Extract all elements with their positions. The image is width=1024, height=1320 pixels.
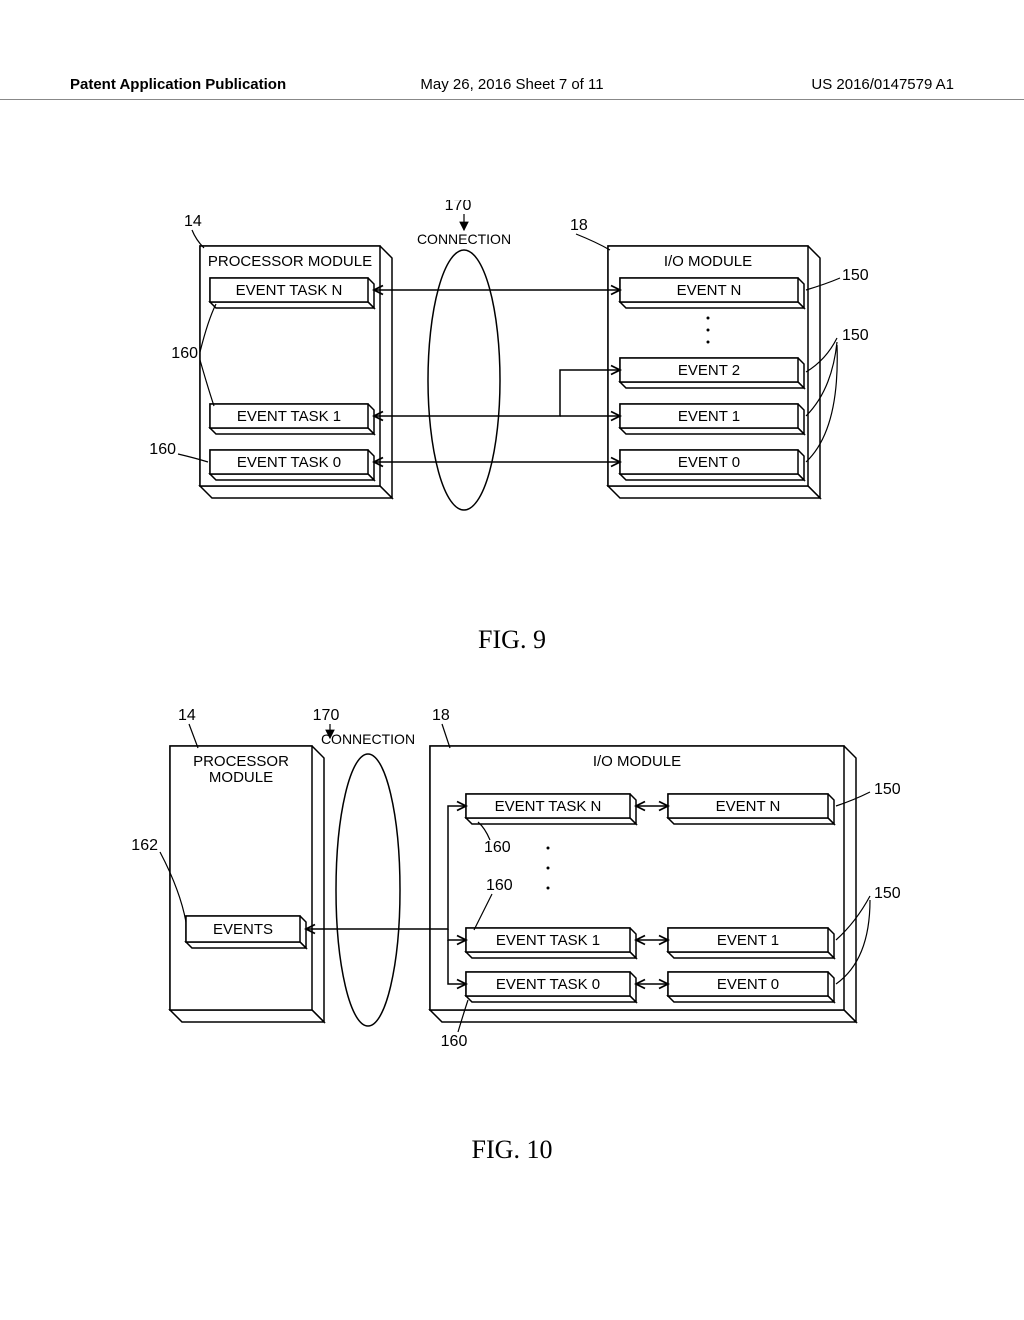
- event-1-label: EVENT 1: [717, 932, 779, 949]
- ref-160a: 160: [171, 345, 198, 362]
- ref-160c: 160: [441, 1033, 468, 1050]
- events-box: EVENTS: [186, 916, 306, 948]
- event-task-0-box: EVENT TASK 0: [466, 972, 636, 1002]
- event-1-box: EVENT 1: [668, 928, 834, 958]
- event-1-label: EVENT 1: [678, 408, 740, 425]
- fig9-caption: FIG. 9: [0, 625, 1024, 655]
- fig10-svg: PROCESSOR MODULE EVENTS I/O MODULE EVENT…: [0, 700, 1024, 1130]
- event-task-1-label: EVENT TASK 1: [237, 408, 341, 425]
- event-0-label: EVENT 0: [678, 454, 740, 471]
- ref-150b: 150: [874, 885, 901, 902]
- connection-ellipse: [428, 250, 500, 510]
- publication-title: Patent Application Publication: [70, 76, 365, 93]
- event-task-1-box: EVENT TASK 1: [210, 404, 374, 434]
- dot: [707, 329, 710, 332]
- ref-160a: 160: [484, 839, 511, 856]
- connection-ellipse: [336, 754, 400, 1026]
- event-0-box: EVENT 0: [668, 972, 834, 1002]
- ref-18: 18: [432, 707, 450, 724]
- dot: [547, 887, 550, 890]
- ref-14: 14: [184, 213, 202, 230]
- event-0-box: EVENT 0: [620, 450, 804, 480]
- event-2-box: EVENT 2: [620, 358, 804, 388]
- event-task-n-label: EVENT TASK N: [495, 798, 602, 815]
- event-n-label: EVENT N: [716, 798, 781, 815]
- dot: [707, 341, 710, 344]
- processor-module-title-line2: MODULE: [209, 769, 273, 786]
- dot: [547, 867, 550, 870]
- fig9-svg: PROCESSOR MODULE EVENT TASK N EVENT TASK…: [0, 200, 1024, 620]
- ref-150a: 150: [874, 781, 901, 798]
- dot: [707, 317, 710, 320]
- figure-10: PROCESSOR MODULE EVENTS I/O MODULE EVENT…: [0, 700, 1024, 1165]
- processor-module-title: PROCESSOR MODULE: [208, 253, 372, 270]
- event-2-label: EVENT 2: [678, 362, 740, 379]
- event-n-box: EVENT N: [620, 278, 804, 308]
- event-task-n-box: EVENT TASK N: [466, 794, 636, 824]
- event-1-box: EVENT 1: [620, 404, 804, 434]
- events-label: EVENTS: [213, 921, 273, 938]
- event-task-0-label: EVENT TASK 0: [237, 454, 341, 471]
- event-0-label: EVENT 0: [717, 976, 779, 993]
- event-task-0-label: EVENT TASK 0: [496, 976, 600, 993]
- dot: [547, 847, 550, 850]
- publication-number: US 2016/0147579 A1: [659, 76, 954, 93]
- ref-160b: 160: [486, 877, 513, 894]
- publication-date-sheet: May 26, 2016 Sheet 7 of 11: [365, 76, 660, 93]
- figure-9: PROCESSOR MODULE EVENT TASK N EVENT TASK…: [0, 200, 1024, 655]
- event-task-1-box: EVENT TASK 1: [466, 928, 636, 958]
- page-header: Patent Application Publication May 26, 2…: [0, 76, 1024, 100]
- processor-module-title-line1: PROCESSOR: [193, 753, 289, 770]
- ref-150b: 150: [842, 327, 869, 344]
- event-task-0-box: EVENT TASK 0: [210, 450, 374, 480]
- ref-160b: 160: [149, 441, 176, 458]
- processor-module-box: PROCESSOR MODULE: [170, 746, 324, 1022]
- event-n-box: EVENT N: [668, 794, 834, 824]
- event-task-n-box: EVENT TASK N: [210, 278, 374, 308]
- fig10-caption: FIG. 10: [0, 1135, 1024, 1165]
- ref-162: 162: [131, 837, 158, 854]
- event-task-1-label: EVENT TASK 1: [496, 932, 600, 949]
- io-module-title: I/O MODULE: [664, 253, 752, 270]
- ref-18: 18: [570, 217, 588, 234]
- ref-14: 14: [178, 707, 196, 724]
- ref-170: 170: [313, 707, 340, 724]
- io-module-title: I/O MODULE: [593, 753, 681, 770]
- connection-label: CONNECTION: [417, 231, 511, 247]
- event-n-label: EVENT N: [677, 282, 742, 299]
- ref-170: 170: [445, 200, 472, 214]
- connection-label: CONNECTION: [321, 731, 415, 747]
- ref-150a: 150: [842, 267, 869, 284]
- conn-line-1-2: [374, 370, 620, 416]
- event-task-n-label: EVENT TASK N: [236, 282, 343, 299]
